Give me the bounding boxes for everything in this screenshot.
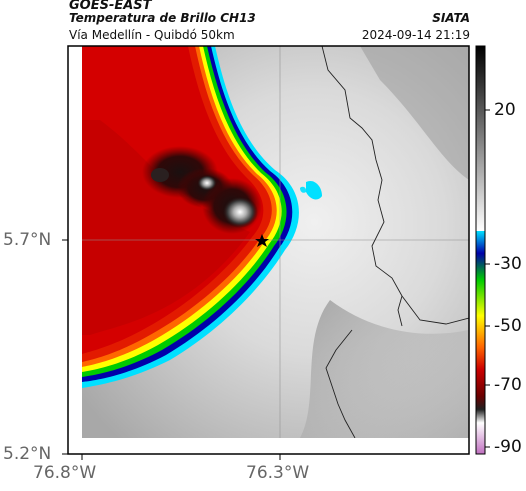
x-tick-76-8: 76.8°W	[33, 463, 97, 483]
colorbar-label-minus-50: -50	[494, 316, 522, 336]
x-tick-76-3: 76.3°W	[246, 463, 310, 483]
satellite-title: GOES-EAST	[69, 0, 152, 13]
colorbar-label-minus-90: -90	[494, 437, 522, 457]
product-title: Temperatura de Brillo CH13	[69, 11, 256, 25]
colorbar-label-minus-30: -30	[494, 254, 522, 274]
colorbar-label-20: 20	[494, 100, 516, 120]
colorbar-label-minus-70: -70	[494, 375, 522, 395]
y-tick-5-7: 5.7°N	[3, 230, 52, 250]
agency-label: SIATA	[432, 11, 470, 25]
y-tick-5-2: 5.2°N	[3, 444, 52, 464]
star-marker	[255, 234, 269, 247]
colorbar	[475, 45, 490, 455]
region-label: Vía Medellín - Quibdó 50km	[69, 28, 235, 42]
datetime-label: 2024-09-14 21:19	[361, 28, 470, 42]
